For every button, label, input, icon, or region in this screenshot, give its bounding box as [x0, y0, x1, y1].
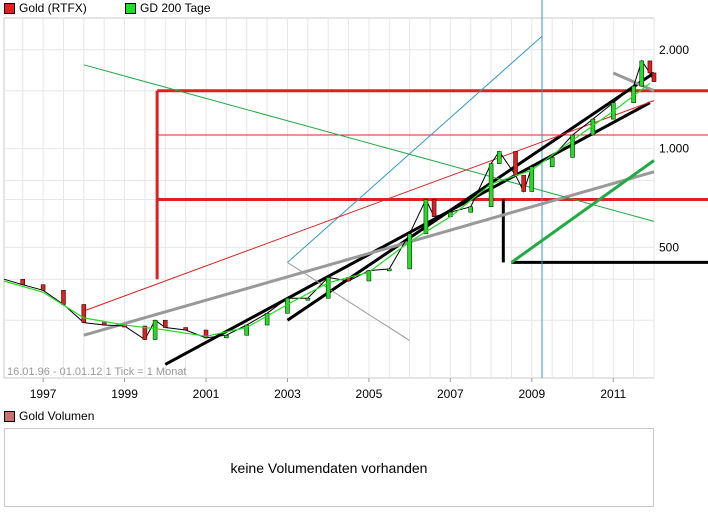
candle — [647, 60, 653, 74]
candle — [325, 277, 331, 299]
candle — [163, 319, 168, 328]
legend-gold: Gold (RTFX) — [4, 1, 87, 15]
candle — [529, 166, 535, 192]
legend-label-ma200: GD 200 Tage — [140, 1, 211, 15]
trend-line — [287, 35, 543, 263]
x-tick-label: 2009 — [518, 387, 545, 401]
legend-swatch-ma200 — [125, 2, 136, 14]
candle — [264, 313, 270, 326]
legend-volume: Gold Volumen — [4, 409, 94, 423]
candle — [81, 304, 87, 323]
trend-line — [83, 100, 655, 312]
chart-series — [3, 59, 657, 341]
x-tick-label: 1999 — [111, 387, 138, 401]
trend-line — [612, 71, 655, 93]
legend-label-volume: Gold Volumen — [19, 409, 95, 423]
candle — [40, 284, 46, 291]
x-tick-label: 2011 — [600, 387, 626, 401]
x-tick-label: 1997 — [30, 387, 57, 401]
candle — [468, 206, 473, 213]
x-tick-label: 2005 — [356, 387, 383, 401]
candle — [244, 324, 249, 336]
candle — [639, 60, 645, 87]
candle — [570, 134, 575, 158]
trend-line — [287, 261, 410, 342]
candle — [496, 151, 502, 164]
candle — [142, 325, 148, 340]
candle — [101, 322, 107, 326]
trend-line — [83, 64, 655, 222]
candle — [521, 174, 526, 192]
candle — [366, 270, 372, 282]
volume-empty-message: keine Volumendaten vorhanden — [230, 459, 428, 476]
candle — [651, 72, 657, 82]
x-tick-label: 2007 — [437, 387, 464, 401]
date-range-info: 16.01.96 - 01.01.12 1 Tick = 1 Monat — [7, 366, 187, 378]
x-tick-label: 2001 — [193, 387, 220, 401]
candle — [423, 199, 429, 235]
candle — [20, 278, 25, 285]
candle — [407, 233, 412, 270]
y-tick-label: 1.000 — [659, 142, 689, 156]
candle — [61, 290, 66, 305]
trend-line — [83, 170, 655, 337]
volume-panel: keine Volumendaten vorhanden — [4, 428, 654, 507]
trend-line — [164, 101, 651, 366]
legend-label-gold: Gold (RTFX) — [19, 1, 87, 15]
candle — [224, 334, 229, 339]
y-tick-label: 2.000 — [659, 43, 689, 57]
candle — [183, 327, 188, 331]
trend-line — [510, 159, 655, 264]
legend-ma200: GD 200 Tage — [125, 1, 211, 15]
candle — [387, 268, 392, 272]
series-ma200-line — [3, 82, 651, 337]
legend-swatch-gold — [4, 2, 15, 14]
x-tick-label: 2003 — [274, 387, 301, 401]
candle — [431, 199, 437, 217]
candle — [203, 329, 209, 339]
candle — [513, 151, 518, 176]
y-tick-label: 500 — [659, 240, 679, 254]
candle — [305, 297, 311, 301]
chart-axes: 1997 1999 2001 2003 2005 2007 2009 2011 2.000 1.0… — [30, 43, 690, 401]
candle — [152, 319, 158, 340]
candle — [549, 157, 555, 168]
legend-swatch-volume — [4, 410, 15, 422]
